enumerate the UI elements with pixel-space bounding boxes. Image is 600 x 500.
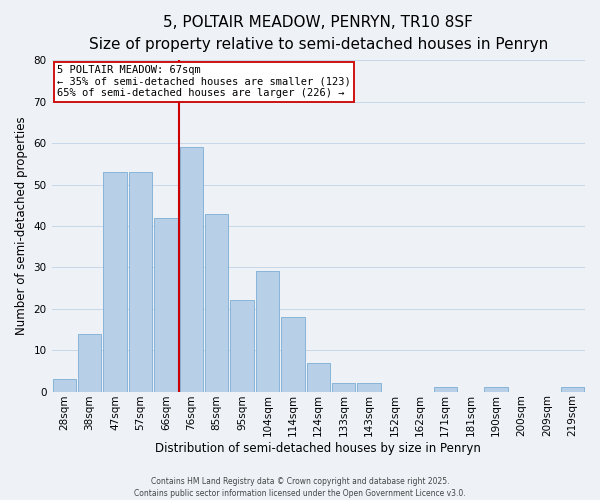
Bar xyxy=(281,317,305,392)
Text: Contains HM Land Registry data © Crown copyright and database right 2025.
Contai: Contains HM Land Registry data © Crown c… xyxy=(134,476,466,498)
Bar xyxy=(78,334,101,392)
Bar xyxy=(307,362,330,392)
Y-axis label: Number of semi-detached properties: Number of semi-detached properties xyxy=(15,116,28,335)
Bar xyxy=(358,384,381,392)
Bar xyxy=(256,272,279,392)
Bar xyxy=(230,300,254,392)
Bar xyxy=(560,388,584,392)
Bar xyxy=(484,388,508,392)
Bar xyxy=(332,384,355,392)
Bar xyxy=(434,388,457,392)
Bar xyxy=(129,172,152,392)
X-axis label: Distribution of semi-detached houses by size in Penryn: Distribution of semi-detached houses by … xyxy=(155,442,481,455)
Bar xyxy=(205,214,229,392)
Bar xyxy=(53,379,76,392)
Bar xyxy=(154,218,178,392)
Title: 5, POLTAIR MEADOW, PENRYN, TR10 8SF
Size of property relative to semi-detached h: 5, POLTAIR MEADOW, PENRYN, TR10 8SF Size… xyxy=(89,15,548,52)
Bar xyxy=(179,148,203,392)
Bar xyxy=(103,172,127,392)
Text: 5 POLTAIR MEADOW: 67sqm
← 35% of semi-detached houses are smaller (123)
65% of s: 5 POLTAIR MEADOW: 67sqm ← 35% of semi-de… xyxy=(57,66,350,98)
